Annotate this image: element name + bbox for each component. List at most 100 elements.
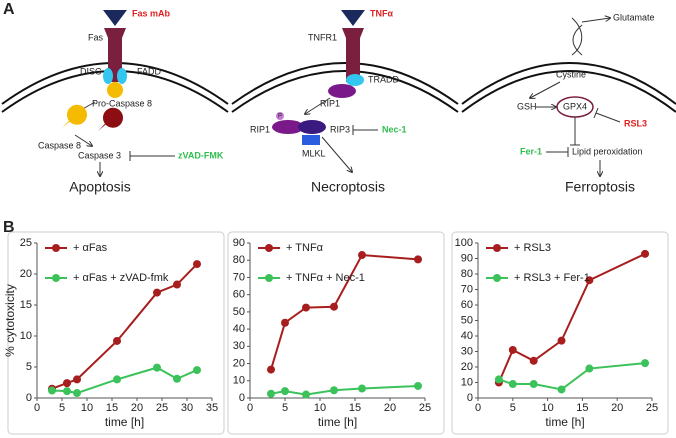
data-point [193,366,201,375]
data-point [494,375,503,384]
label: MLKL [302,148,326,158]
y-tick-label: 20 [20,268,32,280]
data-point [193,260,201,269]
data-point [153,363,161,372]
ligand [341,10,365,26]
data-point [63,387,71,396]
label: RIP1 [320,98,340,108]
membrane [231,62,459,105]
label: Caspase 8 [38,140,81,150]
panel-label: A [3,1,15,18]
panel-frame [227,231,445,435]
y-axis-label: % cytotoxicity [3,284,17,357]
label: Fer-1 [520,146,542,156]
label: Glutamate [613,12,655,22]
y-tick-label: 10 [233,375,245,387]
label: Pro-Caspase 8 [92,98,152,108]
caspase-8 [62,104,87,128]
y-tick-label: 30 [461,345,473,357]
x-tick-label: 10 [81,402,93,414]
x-tick-label: 5 [282,402,288,414]
y-tick-label: 80 [461,268,473,280]
label: TNFR1 [308,32,337,42]
legend-label: + RSL3 + Fer-1 [514,272,590,284]
series-line [270,254,419,370]
outcome: Apoptosis [69,179,130,195]
data-point [113,375,121,384]
data-point [330,302,338,311]
legend-marker [52,244,60,252]
label: GPX4 [563,101,587,111]
data-point [585,364,594,373]
data-point [281,318,289,327]
y-tick-label: 90 [233,237,245,249]
x-tick-label: 0 [34,402,40,414]
label: GSH [517,101,537,111]
legend-label: + TNFα [286,242,324,254]
y-tick-label: 5 [26,361,32,373]
x-axis-label: time [h] [318,415,357,429]
y-tick-label: 100 [455,237,473,249]
data-point [557,336,566,345]
label: RIP1 [250,124,270,134]
phospho [276,112,284,120]
y-tick-label: 50 [233,306,245,318]
rip3 [298,120,326,134]
panel-frame [451,231,669,435]
label: zVAD-FMK [178,150,224,160]
membrane [461,70,676,113]
data-point [358,251,366,260]
data-point [358,384,366,393]
data-point [281,387,289,396]
data-point [508,345,517,354]
transporter [571,17,583,56]
data-point [529,356,538,365]
x-tick-label: 15 [106,402,118,414]
y-tick-label: 10 [20,330,32,342]
y-tick-label: 70 [233,271,245,283]
data-point [48,386,56,395]
data-point [267,365,275,374]
data-point [414,255,422,264]
y-tick-label: 60 [233,289,245,301]
y-tick-label: 70 [461,283,473,295]
y-tick-label: 90 [461,252,473,264]
tradd [346,74,364,86]
data-point [63,379,71,388]
mlkl [302,135,320,145]
data-point [302,303,310,312]
outcome: Ferroptosis [565,179,635,195]
data-point [173,374,181,383]
x-tick-label: 15 [349,402,361,414]
data-point [529,380,538,389]
series-line [270,384,419,396]
outcome: Necroptosis [311,179,385,195]
x-tick-label: 25 [646,402,658,414]
membrane [231,70,459,113]
series-line [497,252,646,383]
x-axis-label: time [h] [105,415,144,429]
x-tick-label: 10 [541,402,553,414]
y-tick-label: 50 [461,314,473,326]
legend-label: + TNFα + Nec-1 [286,272,365,284]
legend-marker [265,274,273,282]
fadd [117,68,127,84]
data-point [508,380,517,389]
y-tick-label: 80 [233,254,245,266]
label: RSL3 [624,118,647,128]
y-tick-label: 0 [467,392,473,404]
legend-marker [493,274,501,282]
label: DISC [80,66,102,76]
y-tick-label: 30 [233,340,245,352]
label: Fas mAb [132,8,171,18]
data-point [302,390,310,399]
legend-label: + αFas [73,242,108,254]
legend-label: + RSL3 [514,242,551,254]
legend-marker [265,244,273,252]
y-tick-label: 40 [233,323,245,335]
x-tick-label: 0 [475,402,481,414]
panel-frame [7,231,225,435]
label: TRADD [368,74,399,84]
y-tick-label: 10 [461,376,473,388]
